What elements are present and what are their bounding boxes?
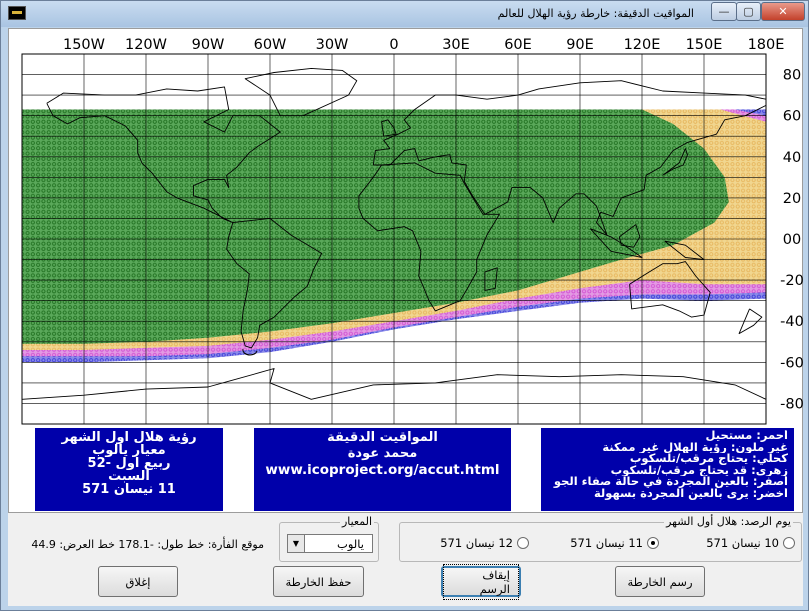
client-area: 150W 120W 90W 60W 30W 0 30E 60E 90E 120E 150E 180E 8… xyxy=(8,28,804,606)
color-legend-box: أحمر: مستحيل غير ملون: رؤية الهلال غير م… xyxy=(541,428,794,511)
close-window-button[interactable]: ✕ xyxy=(761,2,805,21)
y-tick-label: 40 xyxy=(783,150,801,166)
landmass-africa xyxy=(358,162,500,312)
landmass-new-zealand xyxy=(738,308,763,335)
observation-day-legend: يوم الرصد: هلال أول الشهر xyxy=(664,515,793,528)
minimize-button[interactable]: — xyxy=(711,2,737,21)
draw-map-button[interactable]: رسم الخارطة xyxy=(615,566,705,597)
stop-drawing-button-label: إيقاف الرسم xyxy=(443,563,519,600)
info-criterion: معيار يالوب xyxy=(92,444,166,457)
legend-yellow: أصفر: بالعين المجردة في حالة صفاء الجو xyxy=(553,476,788,488)
x-tick-label: 30W xyxy=(316,37,349,53)
radio-button-icon[interactable] xyxy=(783,537,795,549)
y-tick-label: -40 xyxy=(780,314,804,330)
criterion-select[interactable]: ▼ يالوب xyxy=(287,534,373,553)
landmass-antarctica xyxy=(21,368,767,400)
maximize-button[interactable]: ▢ xyxy=(736,2,761,21)
legend-pink: زهري: قد يحتاج مرقب/تلسكوب xyxy=(610,464,788,477)
save-map-button-label: حفظ الخارطة xyxy=(285,574,352,589)
y-tick-label: 80 xyxy=(783,68,801,84)
landmass-south-america xyxy=(226,217,323,349)
radio-day-12-label: 12 نيسان 571 xyxy=(440,536,513,550)
info-date: 11 نيسان 571 xyxy=(82,483,176,496)
x-tick-label: 180E xyxy=(748,37,785,53)
radio-day-11[interactable]: 11 نيسان 571 xyxy=(570,536,659,550)
y-tick-label: 60 xyxy=(783,109,801,125)
x-tick-label: 60W xyxy=(254,37,287,53)
app-icon[interactable] xyxy=(8,6,26,20)
stop-drawing-button[interactable]: إيقاف الرسم xyxy=(441,563,521,600)
author-name: محمد عودة xyxy=(347,446,418,461)
landmass-greenland xyxy=(244,67,358,117)
x-tick-label: 60E xyxy=(504,37,532,53)
radio-button-icon[interactable] xyxy=(517,537,529,549)
legend-green: أخضر: يرى بالعين المجردة بسهولة xyxy=(593,487,788,500)
x-tick-label: 90W xyxy=(192,37,225,53)
moon-visibility-map[interactable]: 150W 120W 90W 60W 30W 0 30E 60E 90E 120E 150E 180E 8… xyxy=(8,28,804,514)
landmass-australia xyxy=(629,261,711,318)
save-map-button[interactable]: حفظ الخارطة xyxy=(273,566,364,597)
criterion-legend: المعيار xyxy=(339,515,374,528)
close-button[interactable]: إغلاق xyxy=(98,566,178,597)
legend-navy: كحلي: يحتاج مرقب/تلسكوب xyxy=(629,453,788,465)
legend-red: أحمر: مستحيل xyxy=(705,430,788,442)
y-tick-label: -80 xyxy=(780,396,804,412)
info-day: السبت xyxy=(108,470,150,483)
map-canvas[interactable]: 150W 120W 90W 60W 30W 0 30E 60E 90E 120E 150E 180E 8… xyxy=(9,29,804,514)
radio-day-10[interactable]: 10 نيسان 571 xyxy=(706,536,795,550)
radio-button-selected-icon[interactable] xyxy=(647,537,659,549)
landmass-japan xyxy=(662,148,688,176)
criterion-value: يالوب xyxy=(337,537,364,551)
radio-day-10-label: 10 نيسان 571 xyxy=(706,536,779,550)
map-border xyxy=(21,53,767,425)
program-info-box: المواقيت الدقيقة محمد عودة www.icoprojec… xyxy=(254,428,511,511)
legend-uncolored: غير ملون: رؤية الهلال غير ممكنة xyxy=(602,441,788,454)
window-title: المواقيت الدقيقة: خارطة رؤية الهلال للعا… xyxy=(497,7,694,20)
program-url: www.icoproject.org/accut.html xyxy=(265,462,500,478)
zone-green xyxy=(22,109,729,344)
x-tick-label: 120E xyxy=(624,37,661,53)
landmass-north-america xyxy=(46,86,281,224)
y-tick-label: -60 xyxy=(780,355,804,371)
x-tick-label: 120W xyxy=(125,37,167,53)
program-name: المواقيت الدقيقة xyxy=(327,430,438,445)
x-tick-label: 30E xyxy=(442,37,470,53)
info-month: ربيع أول -52 xyxy=(87,457,171,470)
y-tick-label: -20 xyxy=(780,273,804,289)
close-button-label: إغلاق xyxy=(125,574,151,589)
x-tick-label: 0 xyxy=(389,37,398,53)
x-tick-label: 90E xyxy=(566,37,594,53)
x-tick-label: 150E xyxy=(686,37,723,53)
landmass-borneo xyxy=(618,224,641,248)
title-bar[interactable]: المواقيت الدقيقة: خارطة رؤية الهلال للعا… xyxy=(1,1,808,27)
draw-map-button-label: رسم الخارطة xyxy=(627,574,693,589)
y-tick-label: 00 xyxy=(783,232,801,248)
month-info-box: رؤية هلال أول الشهر معيار يالوب ربيع أول… xyxy=(35,428,223,511)
landmass-madagascar xyxy=(484,267,498,291)
chevron-down-icon[interactable]: ▼ xyxy=(288,535,305,552)
radio-day-11-label: 11 نيسان 571 xyxy=(570,536,643,550)
observation-day-group: يوم الرصد: هلال أول الشهر 10 نيسان 571 1… xyxy=(399,515,802,562)
mouse-position-readout: موقع الفأرة: خط طول: -178.1 خط العرض: 44… xyxy=(31,538,264,551)
x-tick-label: 150W xyxy=(63,37,105,53)
info-title: رؤية هلال أول الشهر xyxy=(61,431,197,444)
crescent-moon-icon xyxy=(242,348,258,356)
y-tick-label: 20 xyxy=(783,191,801,207)
criterion-group: المعيار ▼ يالوب xyxy=(279,515,379,562)
radio-day-12[interactable]: 12 نيسان 571 xyxy=(440,536,529,550)
